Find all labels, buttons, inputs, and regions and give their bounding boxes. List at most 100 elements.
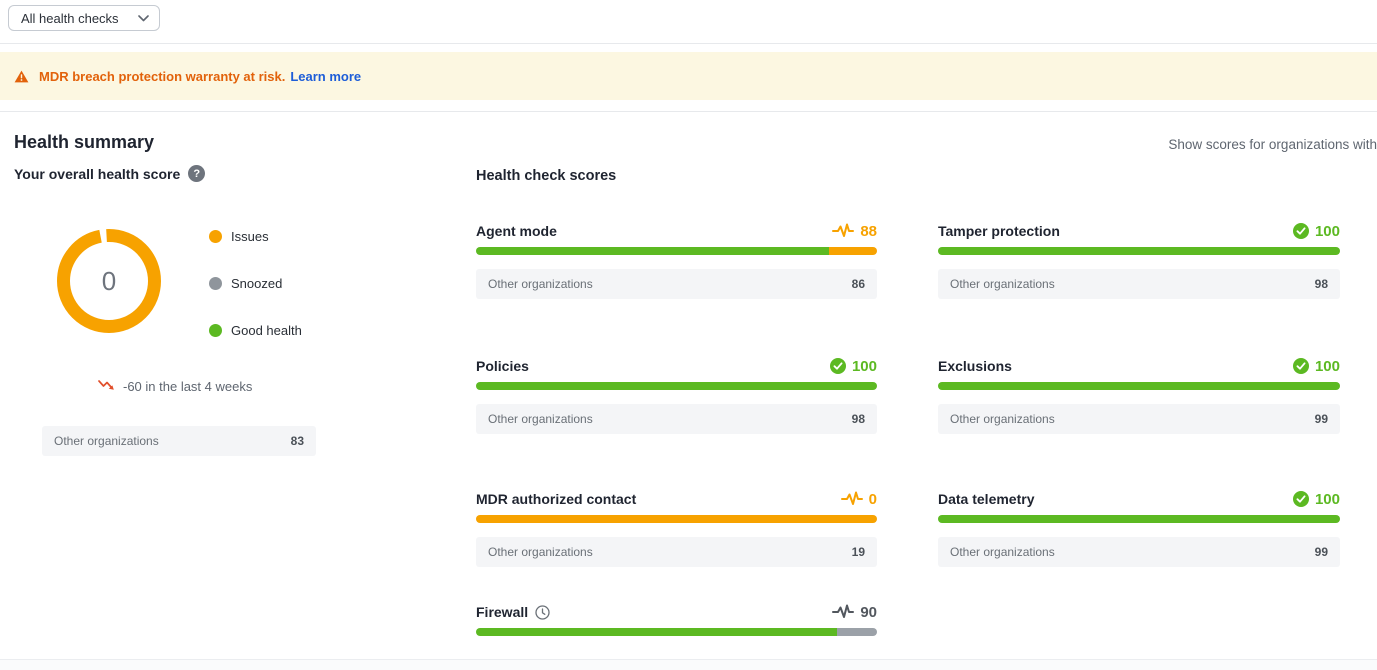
check-benchmark-label: Other organizations xyxy=(950,545,1055,559)
check-benchmark-row: Other organizations 99 xyxy=(938,537,1340,567)
check-score-value: 100 xyxy=(1314,357,1340,375)
show-scores-label: Show scores for organizations with xyxy=(1168,137,1377,152)
check-progress-bar xyxy=(476,382,877,390)
check-title: Exclusions xyxy=(938,358,1012,374)
check-benchmark-row: Other organizations 99 xyxy=(938,404,1340,434)
good-status-check-icon xyxy=(829,358,846,374)
warning-text: MDR breach protection warranty at risk. xyxy=(39,68,286,84)
health-check-card-exclusions: Exclusions 100 Other organizations 99 xyxy=(938,357,1340,435)
check-score-value: 100 xyxy=(1314,222,1340,240)
check-score: 88 xyxy=(832,223,877,240)
progress-remainder xyxy=(828,247,877,255)
check-benchmark-label: Other organizations xyxy=(950,412,1055,426)
learn-more-link[interactable]: Learn more xyxy=(290,68,362,84)
divider-banner-bottom xyxy=(0,111,1377,112)
check-title-text: Data telemetry xyxy=(938,491,1035,507)
check-score-value: 0 xyxy=(868,490,877,508)
check-benchmark-value: 98 xyxy=(851,412,865,426)
check-score: 100 xyxy=(1292,222,1340,240)
progress-fill xyxy=(476,382,877,390)
check-benchmark-label: Other organizations xyxy=(488,277,593,291)
pulse-status-icon xyxy=(832,604,855,620)
good-status-check-icon xyxy=(1292,223,1309,239)
warning-triangle-icon xyxy=(14,70,29,83)
progress-fill xyxy=(476,628,837,636)
check-score: 0 xyxy=(840,490,877,508)
health-check-card-mdr-authorized-contact: MDR authorized contact 0 Other organizatio… xyxy=(476,490,877,568)
legend-item-issues: Issues xyxy=(209,228,302,244)
health-checks-filter-dropdown[interactable]: All health checks xyxy=(8,5,160,31)
check-title: Policies xyxy=(476,358,529,374)
progress-remainder xyxy=(836,628,877,636)
check-score-value: 100 xyxy=(1314,490,1340,508)
legend-item-good-health: Good health xyxy=(209,323,302,338)
check-benchmark-label: Other organizations xyxy=(488,412,593,426)
check-progress-bar xyxy=(938,515,1340,523)
health-check-card-policies: Policies 100 Other organizations 98 xyxy=(476,357,877,435)
check-score-value: 88 xyxy=(860,222,877,240)
check-title: Tamper protection xyxy=(938,223,1060,239)
legend-label-snoozed: Snoozed xyxy=(231,275,283,291)
check-benchmark-row: Other organizations 19 xyxy=(476,537,877,567)
good-health-dot-icon xyxy=(209,323,222,337)
check-score-value: 100 xyxy=(851,357,877,375)
benchmark-label: Other organizations xyxy=(54,434,159,448)
score-trend: -60 in the last 4 weeks xyxy=(98,379,252,394)
check-progress-bar xyxy=(938,382,1340,390)
check-title-text: Agent mode xyxy=(476,223,557,239)
good-status-check-icon xyxy=(1292,491,1309,507)
check-score: 100 xyxy=(1292,490,1340,508)
check-title-text: Exclusions xyxy=(938,358,1012,374)
page-title: Health summary xyxy=(14,132,155,152)
check-benchmark-label: Other organizations xyxy=(488,545,593,559)
health-check-card-firewall: Firewall 90 xyxy=(476,603,877,637)
chevron-down-icon xyxy=(138,14,149,22)
divider-top xyxy=(0,43,1377,44)
health-checks-filter-value: All health checks xyxy=(21,10,119,26)
health-check-card-data-telemetry: Data telemetry 100 Other organizations 99 xyxy=(938,490,1340,568)
check-benchmark-row: Other organizations 98 xyxy=(938,269,1340,299)
progress-fill xyxy=(938,382,1340,390)
trend-down-icon xyxy=(98,379,115,394)
check-title-text: Tamper protection xyxy=(938,223,1060,239)
progress-fill xyxy=(938,515,1340,523)
benchmark-value: 83 xyxy=(290,434,304,448)
check-title: Agent mode xyxy=(476,223,557,239)
check-progress-bar xyxy=(476,628,877,636)
check-progress-bar xyxy=(938,247,1340,255)
check-progress-bar xyxy=(476,247,877,255)
snoozed-clock-icon xyxy=(535,604,550,620)
health-check-card-agent-mode: Agent mode 88 Other organizations 86 xyxy=(476,222,877,300)
check-benchmark-value: 99 xyxy=(1314,545,1328,559)
pulse-status-icon xyxy=(832,223,855,239)
check-benchmark-row: Other organizations 86 xyxy=(476,269,877,299)
check-benchmark-value: 19 xyxy=(851,545,865,559)
check-score: 90 xyxy=(832,604,877,621)
check-title-text: MDR authorized contact xyxy=(476,491,637,507)
mdr-warning-banner: MDR breach protection warranty at risk. … xyxy=(0,52,1377,100)
good-status-check-icon xyxy=(1292,358,1309,374)
legend-label-issues: Issues xyxy=(231,228,269,244)
check-benchmark-row: Other organizations 98 xyxy=(476,404,877,434)
check-title-text: Firewall xyxy=(476,604,529,620)
check-title: Firewall xyxy=(476,604,550,620)
help-icon[interactable]: ? xyxy=(188,165,206,182)
progress-fill xyxy=(476,247,829,255)
progress-fill xyxy=(938,247,1340,255)
overall-health-donut-chart: 0 xyxy=(57,229,161,333)
check-title-text: Policies xyxy=(476,358,529,374)
pulse-status-icon xyxy=(840,491,863,507)
progress-remainder xyxy=(476,515,877,523)
donut-center-value: 0 xyxy=(101,265,117,296)
check-score: 100 xyxy=(829,357,877,375)
overall-score-heading-text: Your overall health score xyxy=(14,165,181,182)
health-check-card-tamper-protection: Tamper protection 100 Other organizations 9… xyxy=(938,222,1340,300)
snoozed-dot-icon xyxy=(209,276,222,290)
issues-dot-icon xyxy=(209,229,222,243)
check-title: Data telemetry xyxy=(938,491,1035,507)
check-benchmark-value: 86 xyxy=(851,277,865,291)
check-benchmark-label: Other organizations xyxy=(950,277,1055,291)
check-score: 100 xyxy=(1292,357,1340,375)
section-bottom-divider xyxy=(0,659,1377,670)
